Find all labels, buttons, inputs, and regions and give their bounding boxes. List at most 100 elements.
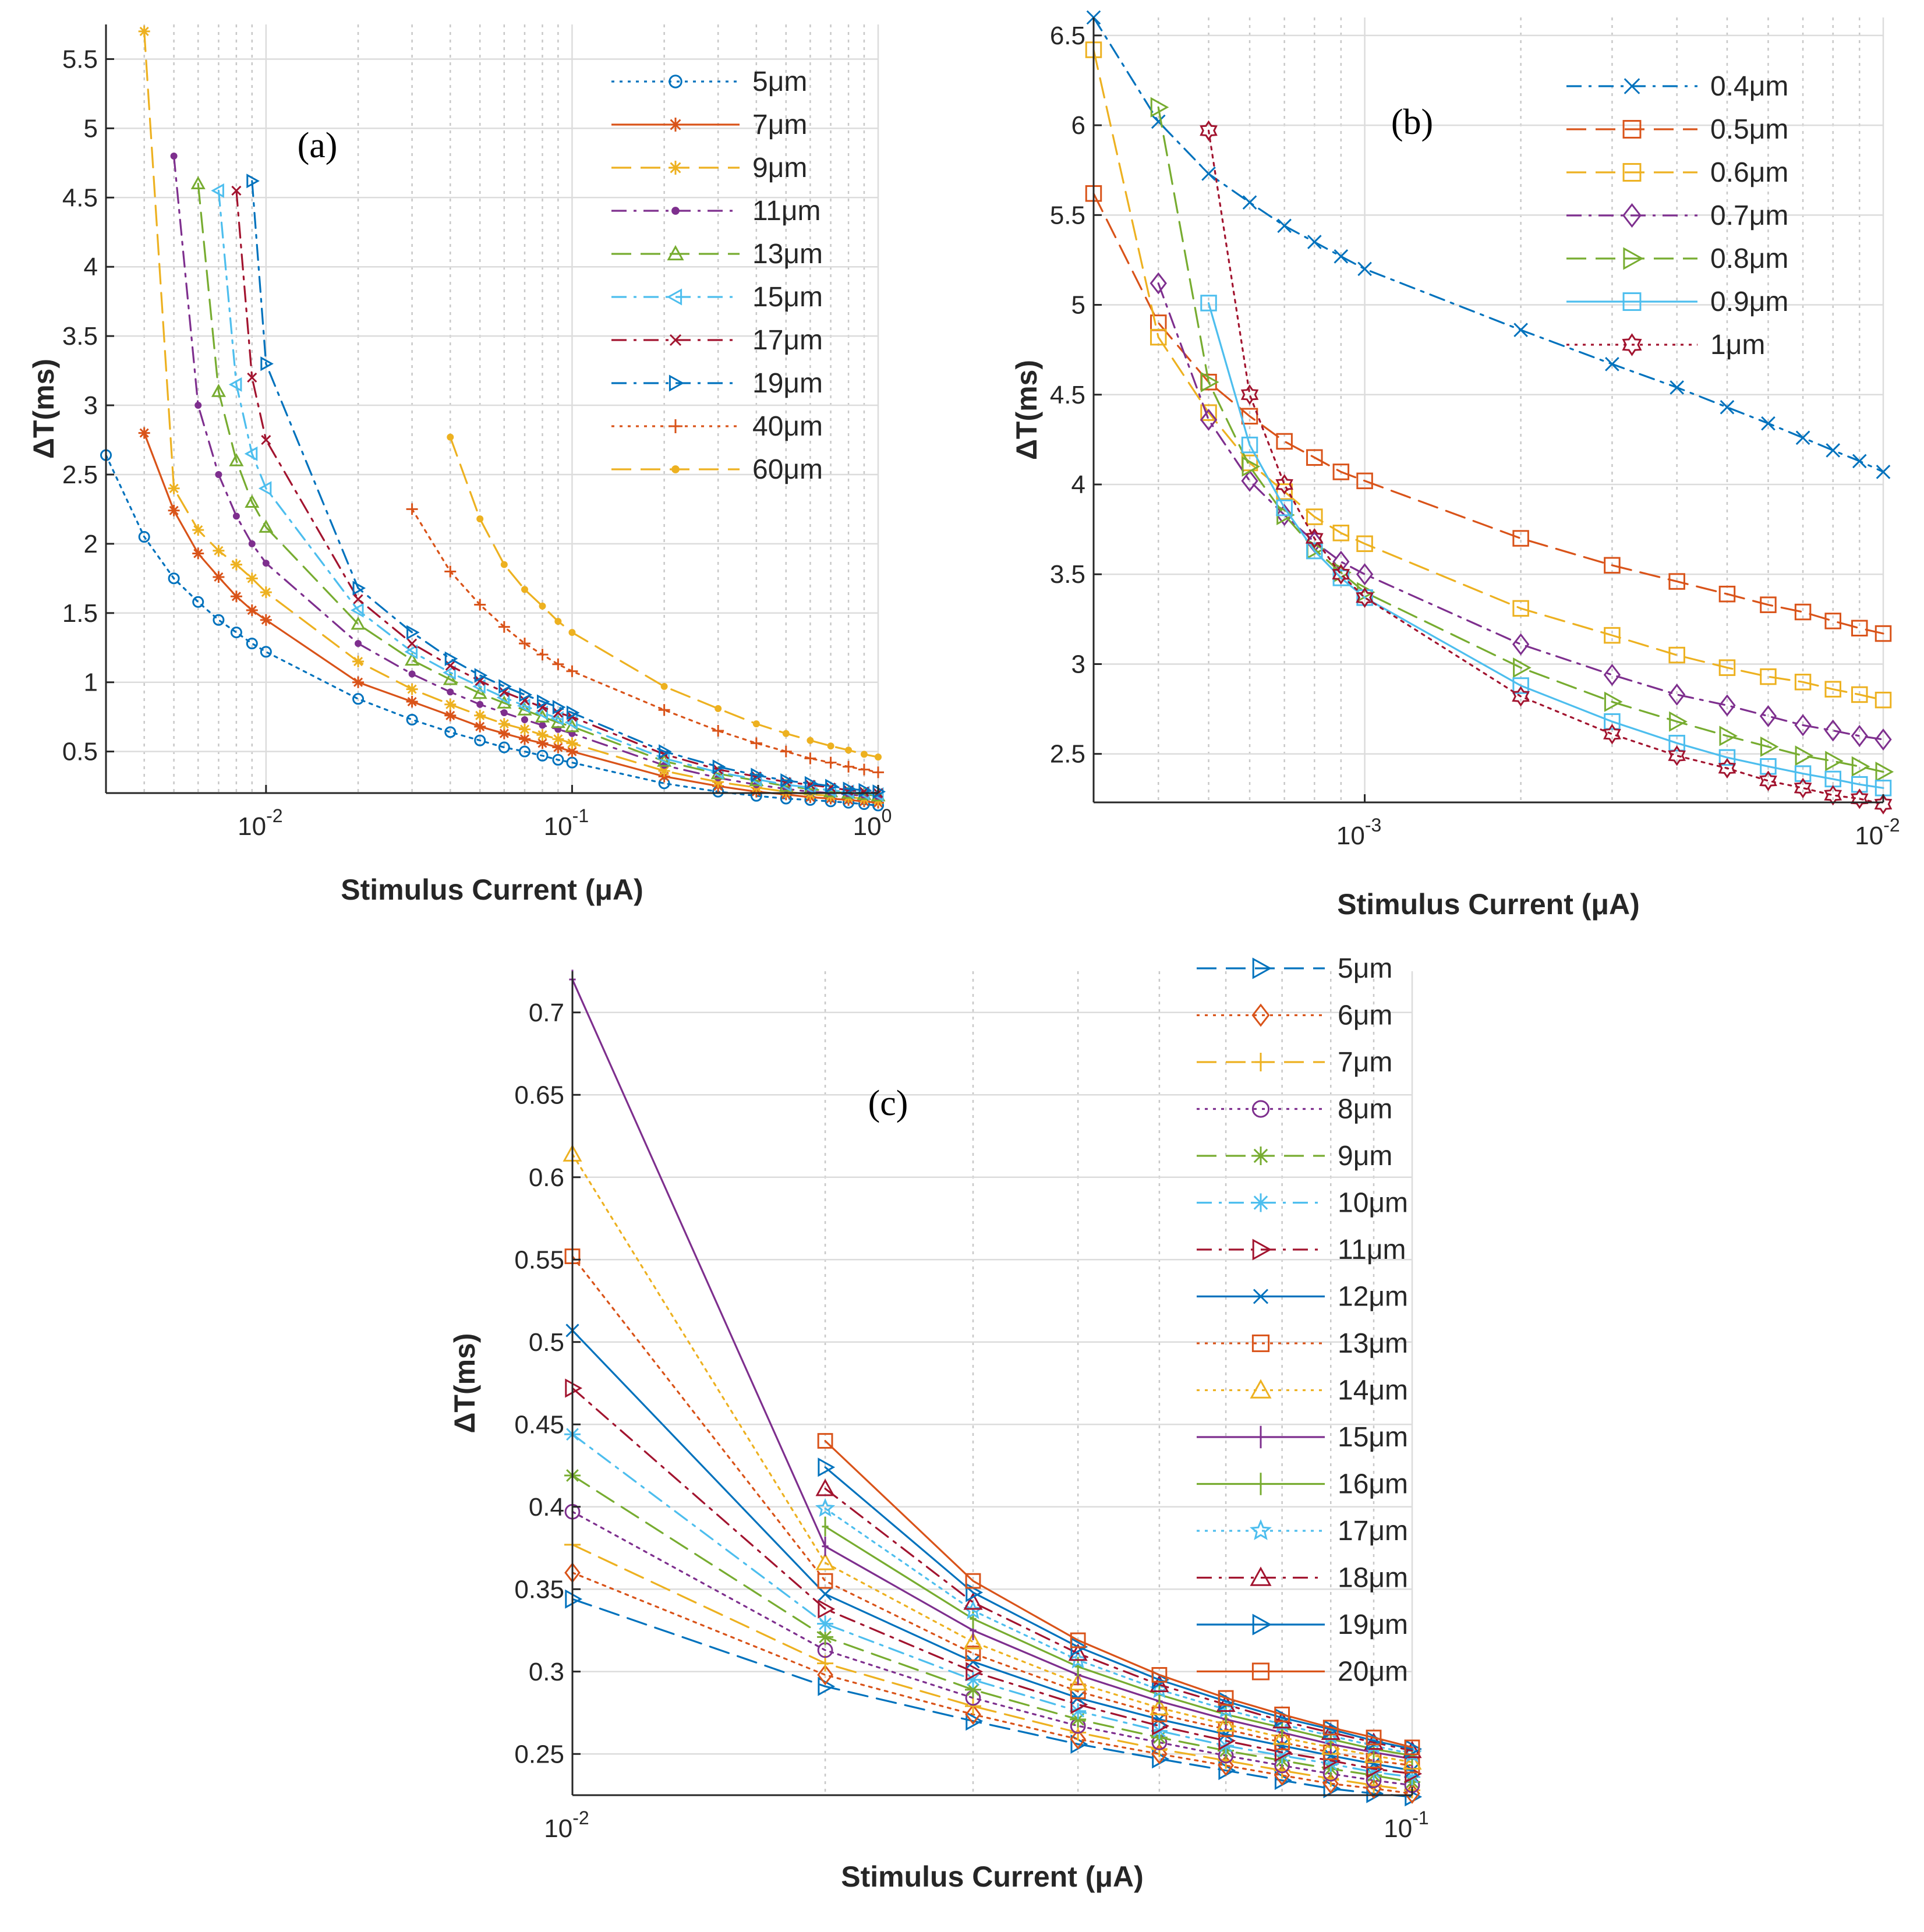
data-point (1604, 713, 1621, 730)
data-point (1794, 777, 1812, 798)
data-point (1275, 474, 1293, 495)
data-point (875, 753, 882, 761)
data-point (192, 524, 204, 536)
data-point (518, 745, 530, 758)
data-point (965, 1646, 981, 1662)
data-point (1875, 728, 1892, 751)
data-point (1603, 724, 1621, 745)
data-point (498, 679, 512, 694)
data-point (536, 749, 549, 762)
data-point (406, 713, 418, 726)
data-point (444, 565, 457, 578)
legend-label: 18μm (1338, 1563, 1408, 1594)
data-point (539, 721, 546, 729)
data-point (406, 683, 418, 695)
data-point (1276, 499, 1293, 516)
legend: 0.4μm 0.5μm 0.6μm 0.7μm 0.8μm 0.9μm 1μm (1566, 71, 1788, 360)
data-point (860, 751, 868, 758)
data-point (1200, 120, 1218, 141)
data-point (553, 707, 563, 718)
data-point (1668, 683, 1686, 706)
data-point (1668, 646, 1685, 664)
data-point (444, 698, 457, 710)
y-tick-label: 4.5 (1050, 381, 1085, 409)
data-point (1332, 564, 1350, 585)
data-point (1276, 483, 1293, 500)
x-tick-label: 10-3 (1336, 815, 1381, 850)
y-tick-label: 1 (84, 668, 98, 697)
data-point (536, 649, 549, 661)
data-point (817, 1664, 833, 1686)
data-point (1276, 504, 1293, 526)
legend-label: 5μm (1338, 953, 1392, 984)
y-axis-label: ΔT(ms) (448, 1333, 481, 1433)
data-point (815, 1498, 836, 1517)
data-point (444, 726, 457, 738)
data-point (500, 709, 508, 717)
series-line-5 (217, 189, 879, 796)
legend-marker (1257, 1473, 1265, 1495)
data-point (498, 621, 510, 633)
data-point (230, 627, 242, 639)
legend-marker (1252, 957, 1272, 979)
series-line-2 (1092, 48, 1884, 701)
data-point (447, 688, 454, 696)
data-point (1402, 1752, 1422, 1770)
data-point (568, 629, 576, 636)
data-point (192, 596, 204, 608)
data-point (1760, 736, 1779, 757)
legend-label: 5μm (752, 66, 807, 97)
data-point (230, 590, 242, 603)
y-axis-label: ΔT(ms) (27, 359, 60, 459)
data-point (1274, 1706, 1290, 1722)
data-point (1356, 472, 1373, 490)
legend-marker (1253, 1289, 1269, 1304)
data-point (519, 695, 530, 706)
legend-marker (1250, 1519, 1272, 1541)
data-point (712, 759, 726, 774)
data-point (1874, 794, 1893, 815)
data-point (1274, 1747, 1290, 1764)
data-point (963, 1600, 983, 1619)
data-point (1668, 745, 1686, 766)
data-point (1512, 677, 1529, 694)
data-point (782, 730, 790, 737)
data-point (1200, 295, 1217, 312)
y-tick-label: 0.65 (514, 1081, 564, 1109)
data-point (244, 446, 258, 461)
data-point (566, 745, 578, 758)
data-point (818, 1587, 832, 1601)
data-point (1794, 765, 1812, 782)
series-line-0 (571, 1598, 1413, 1798)
data-point (1240, 384, 1259, 405)
data-point (550, 714, 565, 728)
data-point (1604, 627, 1621, 644)
gridlines (106, 24, 879, 793)
data-point (807, 737, 814, 744)
data-point (1070, 1728, 1086, 1750)
legend-marker (1250, 1566, 1272, 1586)
y-tick-label: 0.25 (514, 1740, 564, 1768)
data-point (247, 372, 257, 383)
data-point (1605, 357, 1619, 371)
data-point (1151, 1667, 1168, 1683)
y-tick-label: 4 (84, 253, 98, 281)
data-point (1306, 449, 1323, 466)
data-point (1150, 1675, 1169, 1693)
data-point (858, 763, 870, 776)
data-point (1851, 756, 1870, 777)
data-point (1364, 1745, 1384, 1763)
data-point (350, 603, 364, 618)
data-point (564, 715, 578, 730)
data-point (406, 696, 418, 708)
data-point (352, 581, 366, 596)
gridlines (1092, 17, 1884, 802)
legend-label: 15μm (752, 282, 823, 313)
series-line-3 (571, 1510, 1413, 1786)
series-line-15 (824, 1440, 1413, 1749)
data-point (552, 733, 564, 745)
y-axis-label: ΔT(ms) (1010, 360, 1043, 460)
legend-label: 10μm (1338, 1188, 1408, 1219)
data-point (1274, 1742, 1292, 1762)
